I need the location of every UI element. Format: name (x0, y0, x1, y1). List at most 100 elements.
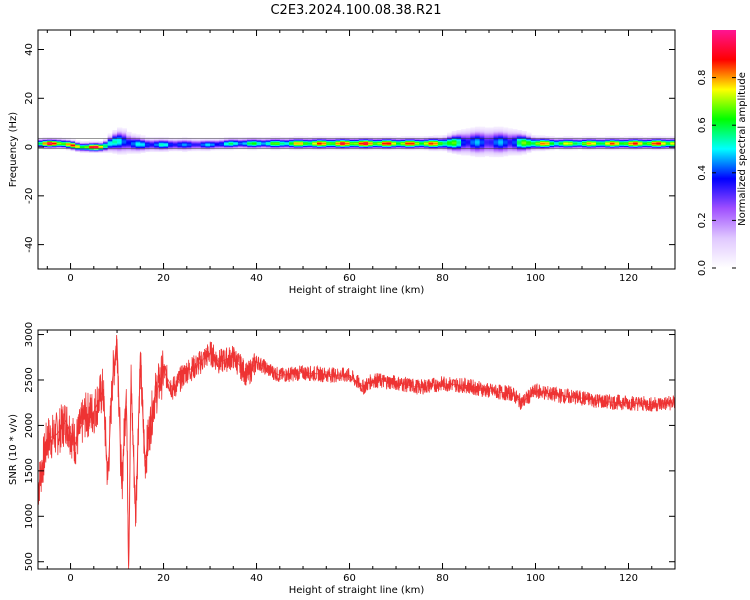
spectrogram-cell (163, 142, 169, 145)
spectrogram-cell (144, 150, 151, 153)
spectrogram-cell (479, 153, 485, 155)
spectrogram-cell (637, 147, 644, 149)
spectrogram-cell (84, 141, 90, 143)
spectrogram-cell (219, 138, 225, 141)
spectrogram-cell (214, 139, 220, 141)
spectrogram-cell (600, 142, 606, 144)
spectrogram-cell (628, 144, 634, 147)
spectrogram-cell (437, 142, 444, 144)
spectrogram-cell (340, 139, 346, 141)
spectrogram-cell (465, 146, 472, 148)
spectrogram-cell (358, 141, 365, 143)
spectrogram-cell (516, 138, 523, 141)
spectrogram-cell (498, 136, 504, 139)
spectrogram-cell (251, 142, 258, 145)
spectrogram-cell (447, 133, 453, 135)
spectrogram-cell (577, 143, 583, 146)
spectrogram-cell (409, 136, 416, 139)
spectrogram-cell (442, 136, 448, 139)
spectrogram-cell (247, 147, 253, 149)
spectrogram-cell (544, 147, 551, 149)
spectrogram-cell (163, 146, 169, 148)
spectrogram-cell (484, 138, 490, 141)
spectrogram-cell (475, 132, 481, 135)
spectrogram-cell (61, 146, 67, 148)
spectrogram-cell (512, 142, 518, 144)
spectrogram-cell (391, 141, 397, 143)
spectrogram-cell (670, 140, 675, 142)
spectrogram-cell (493, 144, 499, 147)
spectrogram-cell (498, 140, 504, 142)
spectrogram-cell (326, 138, 332, 141)
spectrogram-cell (135, 147, 141, 149)
spectrogram-cell (112, 146, 118, 148)
spectrogram-cell (642, 138, 648, 141)
spectrogram-cell (423, 148, 430, 151)
spectrogram-cell (210, 139, 216, 141)
spectrogram-cell (619, 140, 625, 142)
spectrogram-cell (656, 139, 662, 141)
spectrogram-cell (228, 144, 234, 147)
spectrogram-cell (312, 144, 318, 147)
spectrogram-cell (251, 139, 258, 141)
spectrogram-cell (465, 151, 472, 153)
spectrogram-cell (200, 149, 206, 152)
spectrogram-cell (493, 139, 499, 141)
spectrogram-cell (540, 136, 546, 138)
spectrogram-cell (461, 134, 467, 136)
spectrogram-cell (423, 147, 430, 149)
spectrogram-cell (293, 139, 299, 141)
spectrogram-cell (642, 148, 648, 151)
spectrogram-cell (307, 148, 313, 151)
spectrogram-cell (335, 140, 341, 142)
spectrogram-cell (98, 142, 104, 145)
spectrogram-cell (349, 148, 355, 150)
spectrogram-cell (465, 135, 472, 137)
spectrogram-cell (656, 148, 662, 151)
spectrogram-cell (186, 138, 193, 141)
spectrogram-cell (363, 148, 369, 150)
spectrogram-cell (158, 144, 165, 147)
spectrogram-cell (284, 138, 290, 141)
spectrogram-cell (661, 140, 667, 142)
spectrogram-cell (177, 142, 183, 145)
spectrogram-cell (93, 151, 100, 153)
spectrogram-cell (223, 142, 230, 144)
spectrogram-cell (484, 149, 490, 152)
spectrogram-cell (42, 144, 48, 147)
spectrogram-cell (93, 148, 100, 151)
spectrogram-cell (289, 136, 295, 139)
spectrogram-cell (656, 148, 662, 150)
spectrogram-cell (600, 139, 606, 141)
spectrogram-cell (144, 148, 151, 151)
spectrogram-cell (140, 136, 146, 138)
spectrogram-cell (670, 138, 675, 141)
spectrogram-cell (358, 142, 365, 144)
spectrogram-cell (172, 138, 179, 141)
spectrogram-cell (577, 140, 583, 142)
spectrogram-cell (307, 138, 313, 141)
spectrogram-cell (400, 148, 406, 150)
spectrogram-cell (237, 139, 244, 141)
spectrogram-cell (117, 148, 123, 150)
spectrogram-cell (549, 136, 555, 138)
spectrogram-cell (117, 153, 123, 155)
spectrogram-cell (335, 147, 341, 149)
spectrogram-cell (316, 147, 323, 149)
spectrogram-cell (484, 153, 490, 155)
spectrogram-cell (233, 142, 239, 144)
spectrogram-cell (149, 146, 155, 148)
spectrogram-cell (144, 147, 151, 149)
spectrogram-cell (107, 143, 113, 146)
spectrogram-cell (516, 149, 523, 152)
spectrogram-cell (75, 145, 81, 147)
spectrogram-cell (247, 144, 253, 147)
spectrogram-cell (512, 150, 518, 153)
spectrogram-cell (330, 147, 337, 149)
spectrogram-cell (196, 142, 202, 145)
spectrogram-cell (107, 144, 113, 147)
spectrogram-cell (312, 143, 318, 146)
spectrogram-cell (210, 148, 216, 151)
spectrogram-cell (456, 131, 462, 134)
